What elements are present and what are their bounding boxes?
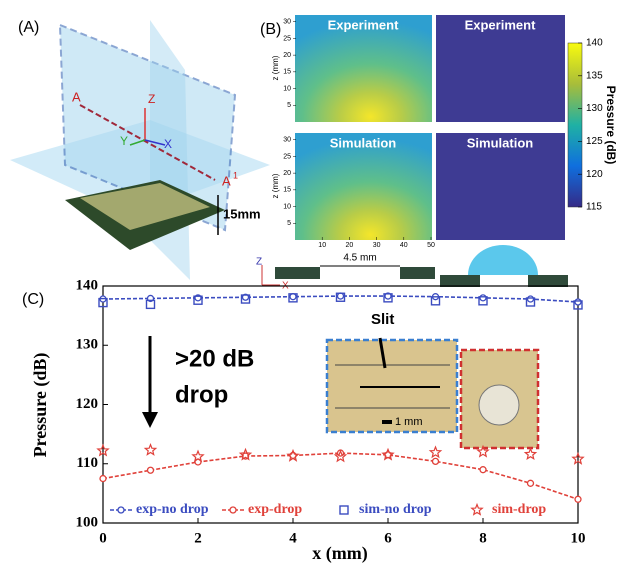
- y-tick-label: 110: [76, 455, 98, 471]
- annotation: Slit: [371, 311, 394, 328]
- legend-label: sim-no drop: [359, 502, 432, 517]
- marker: [480, 467, 486, 473]
- x-tick-label: 10: [318, 242, 326, 249]
- marker: [575, 496, 581, 502]
- x-tick-label: 40: [400, 242, 408, 249]
- label: A: [72, 89, 81, 104]
- colorbar-tick-label: 125: [586, 136, 603, 147]
- x-tick-label: 30: [373, 242, 381, 249]
- legend-label: exp-no drop: [136, 502, 209, 517]
- y-axis-title: Pressure (dB): [30, 353, 51, 458]
- marker: [528, 480, 534, 486]
- x-tick-label: 0: [99, 530, 107, 546]
- marker: [148, 467, 154, 473]
- x-tick-label: 4: [289, 530, 297, 546]
- colorbar-tick-label: 120: [586, 169, 603, 180]
- y-tick-label: 130: [76, 337, 99, 353]
- colorbar-label: Pressure (dB): [604, 86, 618, 165]
- x-tick-label: 2: [194, 530, 202, 546]
- marker: [525, 449, 535, 459]
- x-tick-label: 8: [479, 530, 487, 546]
- marker: [528, 296, 534, 302]
- z-tick-label: 25: [283, 153, 291, 160]
- marker: [100, 476, 106, 482]
- annotation: >20 dB: [175, 345, 254, 372]
- label: X: [164, 137, 172, 151]
- label: Y: [120, 134, 128, 148]
- z-tick-label: 10: [283, 203, 291, 210]
- z-tick-label: 15: [283, 187, 291, 194]
- y-tick-label: 100: [76, 514, 99, 530]
- axis-title: z (mm): [271, 173, 280, 198]
- heatmap-title: Experiment: [465, 17, 536, 32]
- z-tick-label: 5: [287, 102, 291, 109]
- z-tick-label: 30: [283, 19, 291, 26]
- z-tick-label: 20: [283, 170, 291, 177]
- label: 1: [233, 170, 238, 180]
- panel-label: (C): [22, 291, 44, 308]
- label: A: [222, 173, 231, 188]
- z-tick-label: 5: [287, 220, 291, 227]
- heatmap-title: Simulation: [330, 135, 397, 150]
- substrate: [440, 275, 480, 287]
- x-tick-label: 50: [427, 242, 435, 249]
- panel-a: (A) A Z Y X A 1 15mm: [10, 19, 270, 280]
- droplet-photo: [479, 385, 519, 425]
- colorbar: [568, 43, 582, 207]
- x-tick-label: 20: [346, 242, 354, 249]
- axis-title: z (mm): [271, 55, 280, 80]
- legend-marker: [118, 507, 124, 513]
- substrate: [400, 267, 435, 279]
- series-line: [103, 453, 578, 499]
- arrow-head: [142, 412, 158, 428]
- marker: [480, 295, 486, 301]
- marker: [575, 299, 581, 305]
- legend-label: sim-drop: [492, 502, 546, 517]
- panel-b: (B) Experiment Experiment Simulation Sim…: [256, 15, 618, 292]
- legend-marker: [340, 506, 348, 514]
- annotation: drop: [175, 381, 228, 408]
- z-tick-label: 10: [283, 85, 291, 92]
- axis-label: Z: [256, 257, 262, 268]
- marker: [338, 293, 344, 299]
- panel-label: (A): [18, 19, 39, 36]
- label: 15mm: [223, 206, 261, 221]
- legend-marker: [472, 505, 482, 515]
- z-tick-label: 30: [283, 137, 291, 144]
- x-tick-label: 6: [384, 530, 392, 546]
- dimension-label: 4.5 mm: [343, 253, 376, 264]
- x-tick-label: 10: [571, 530, 586, 546]
- marker: [290, 294, 296, 300]
- z-tick-label: 15: [283, 69, 291, 76]
- droplet: [468, 245, 538, 275]
- annotation: 1 mm: [395, 416, 423, 428]
- panel-label: (B): [260, 21, 281, 38]
- colorbar-tick-label: 140: [586, 38, 603, 49]
- label: Z: [148, 92, 155, 106]
- marker: [193, 451, 203, 461]
- z-tick-label: 20: [283, 52, 291, 59]
- colorbar-tick-label: 115: [586, 202, 602, 213]
- heatmap-title: Simulation: [467, 135, 534, 150]
- figure: (A) A Z Y X A 1 15mm (B) Experiment Expe…: [0, 0, 622, 565]
- y-tick-label: 120: [76, 396, 99, 412]
- substrate: [528, 275, 568, 287]
- z-tick-label: 25: [283, 35, 291, 42]
- x-axis-title: x (mm): [312, 543, 367, 564]
- substrate: [275, 267, 320, 279]
- marker: [433, 458, 439, 464]
- heatmap-title: Experiment: [328, 17, 399, 32]
- y-tick-label: 140: [76, 277, 99, 293]
- legend-marker: [230, 507, 236, 513]
- colorbar-tick-label: 130: [586, 103, 603, 114]
- marker: [145, 445, 155, 455]
- marker: [430, 447, 440, 457]
- legend-label: exp-drop: [248, 502, 302, 517]
- colorbar-tick-label: 135: [586, 70, 603, 81]
- panel-c: (C) Pressure (dB) x (mm) >20 dB drop Sli…: [22, 277, 586, 564]
